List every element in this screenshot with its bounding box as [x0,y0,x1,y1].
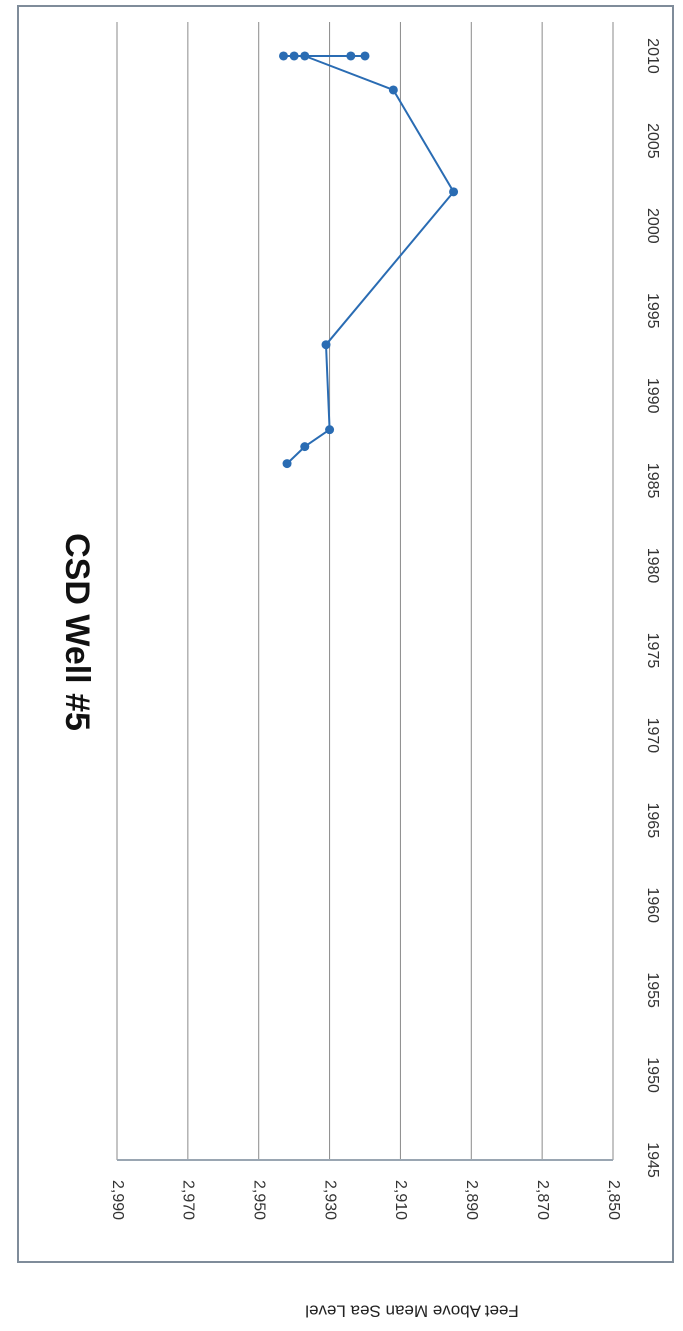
data-point [300,51,310,61]
y-tick-label: 2,910 [392,1180,409,1220]
x-tick-label: 2010 [644,38,661,74]
data-point [388,85,398,95]
x-tick-label: 2005 [644,123,661,159]
chart-title: CSD Well #5 [58,533,96,731]
x-tick-label: 1995 [644,293,661,329]
x-tick-label: 1975 [644,633,661,669]
data-point [321,340,331,350]
data-point [300,442,310,452]
y-tick-label: 2,950 [250,1180,267,1220]
chart-frame [17,5,674,1263]
x-tick-label: 1945 [644,1142,661,1178]
x-tick-label: 1985 [644,463,661,499]
data-point [360,51,370,61]
y-tick-label: 2,870 [534,1180,551,1220]
y-tick-label: 2,930 [321,1180,338,1220]
y-tick-label: 2,850 [605,1180,622,1220]
y-tick-label: 2,990 [109,1180,126,1220]
x-tick-label: 1955 [644,972,661,1008]
x-tick-label: 1980 [644,548,661,584]
data-point [282,459,292,469]
data-point [289,51,299,61]
x-tick-label: 1990 [644,378,661,414]
x-tick-label: 1960 [644,887,661,923]
y-tick-label: 2,970 [180,1180,197,1220]
data-point [449,187,459,197]
y-tick-label: 2,890 [463,1180,480,1220]
y-axis-label: Feet Above Mean Sea Level [305,1302,519,1321]
x-tick-label: 1950 [644,1057,661,1093]
y-tick-labels: 2,850 2,870 2,890 2,910 2,930 2,950 2,970 2,990 [109,1180,622,1220]
data-point [325,425,335,435]
x-tick-label: 1965 [644,803,661,839]
data-point [346,51,356,61]
x-tick-label: 1970 [644,718,661,754]
gridlines [116,22,614,1160]
data-point [279,51,289,61]
series-points [279,51,459,469]
x-tick-labels: 1945 1950 1955 1960 1965 1970 1975 1980 1985 1990… [644,38,661,1178]
x-tick-label: 2000 [644,208,661,244]
